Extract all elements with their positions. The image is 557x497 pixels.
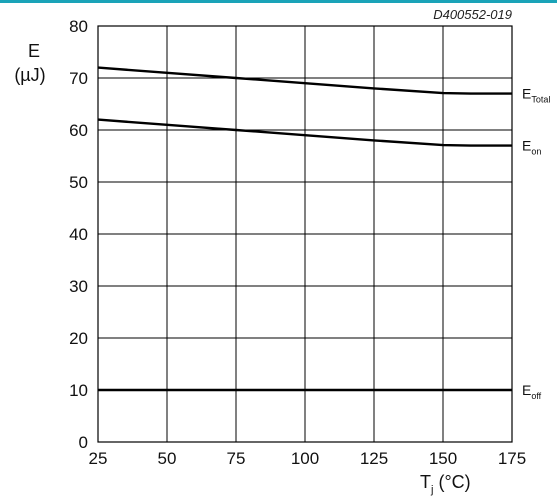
y-axis-label: E — [28, 41, 40, 61]
x-axis-label-unit: (°C) — [433, 472, 470, 492]
series-line-e-total — [97, 66, 512, 95]
y-tick-label-0: 0 — [79, 433, 88, 452]
top-accent-rule — [0, 0, 557, 3]
x-tick-label-50: 50 — [158, 449, 177, 468]
series-label-e-total: ETotal — [522, 86, 550, 105]
grid — [97, 25, 513, 443]
series-line-e-on — [97, 118, 512, 147]
series-label-subscript: on — [531, 147, 541, 157]
x-axis-label-main: T — [420, 472, 431, 492]
plot-frame — [97, 25, 513, 443]
y-tick-label-70: 70 — [69, 69, 88, 88]
document-code: D400552-019 — [433, 7, 512, 22]
y-tick-label-40: 40 — [69, 225, 88, 244]
y-tick-label-10: 10 — [69, 381, 88, 400]
x-tick-label-175: 175 — [498, 449, 526, 468]
x-tick-label-25: 25 — [89, 449, 108, 468]
y-tick-label-80: 80 — [69, 17, 88, 36]
y-tick-label-20: 20 — [69, 329, 88, 348]
tick-labels: 25 50 75 100 125 150 175 0 10 20 30 40 50 60 70 80 — [69, 17, 526, 468]
series-label-subscript: Total — [531, 95, 550, 105]
series-label-main: E — [522, 138, 531, 154]
series-label-subscript: off — [531, 391, 541, 401]
series-label-e-off: Eoff — [522, 382, 542, 401]
x-axis-label: Tj (°C) — [420, 472, 471, 496]
series-label-main: E — [522, 86, 531, 102]
y-tick-label-30: 30 — [69, 277, 88, 296]
y-tick-label-50: 50 — [69, 173, 88, 192]
x-tick-label-125: 125 — [360, 449, 388, 468]
series-lines — [97, 66, 512, 392]
x-tick-label-75: 75 — [227, 449, 246, 468]
y-axis-unit: (µJ) — [14, 65, 45, 85]
series-label-main: E — [522, 382, 531, 398]
x-axis-label-subscript: j — [430, 484, 433, 496]
x-tick-label-100: 100 — [291, 449, 319, 468]
series-label-e-on: Eon — [522, 138, 541, 157]
y-tick-label-60: 60 — [69, 121, 88, 140]
x-tick-label-150: 150 — [429, 449, 457, 468]
